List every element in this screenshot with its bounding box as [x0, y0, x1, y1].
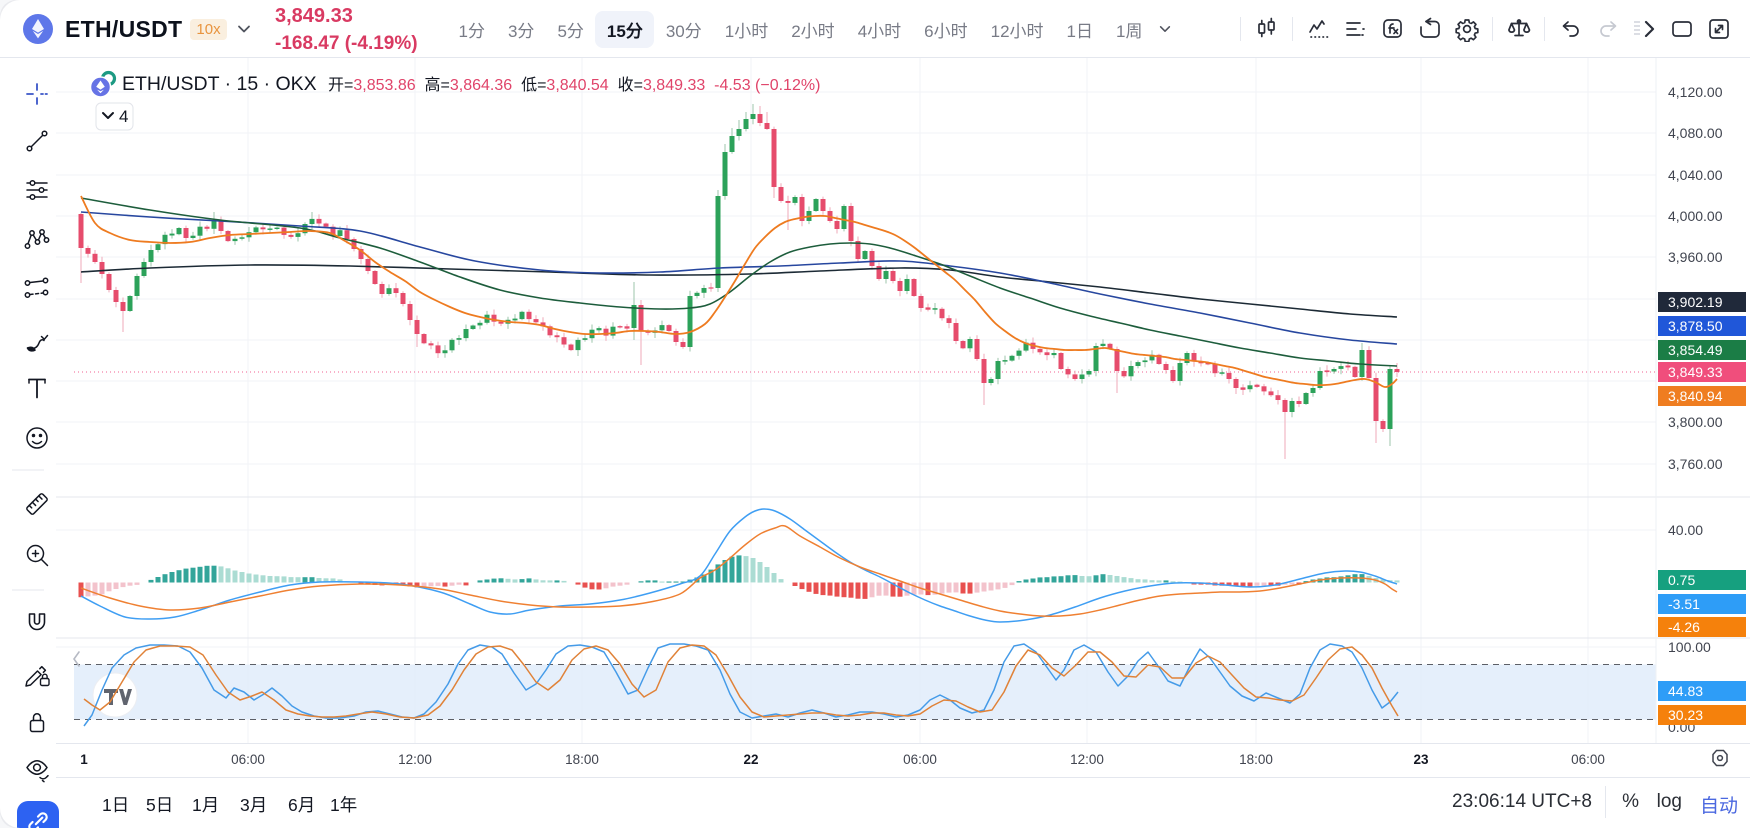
svg-text:4,080.00: 4,080.00: [1668, 125, 1723, 141]
svg-text:4,000.00: 4,000.00: [1668, 208, 1723, 224]
svg-text:40.00: 40.00: [1668, 522, 1703, 538]
svg-text:3,760.00: 3,760.00: [1668, 456, 1723, 472]
svg-text:4: 4: [119, 107, 128, 126]
svg-text:44.83: 44.83: [1668, 683, 1703, 699]
svg-text:-3.51: -3.51: [1668, 596, 1700, 612]
svg-text:3,960.00: 3,960.00: [1668, 249, 1723, 265]
svg-text:30.23: 30.23: [1668, 707, 1703, 723]
svg-text:4,040.00: 4,040.00: [1668, 167, 1723, 183]
svg-text:4,120.00: 4,120.00: [1668, 84, 1723, 100]
svg-text:100.00: 100.00: [1668, 639, 1711, 655]
svg-text:3,902.19: 3,902.19: [1668, 294, 1723, 310]
svg-text:开=3,853.86 高=3,864.36 低=3,84: 开=3,853.86 高=3,864.36 低=3,840.54 收=3,849…: [328, 76, 820, 94]
svg-text:3,849.33: 3,849.33: [1668, 364, 1723, 380]
svg-text:3,840.94: 3,840.94: [1668, 388, 1723, 404]
svg-text:3,800.00: 3,800.00: [1668, 414, 1723, 430]
svg-text:-4.26: -4.26: [1668, 619, 1700, 635]
svg-text:ETH/USDT · 15 · OKX: ETH/USDT · 15 · OKX: [122, 73, 317, 95]
svg-text:3,854.49: 3,854.49: [1668, 342, 1723, 358]
svg-text:3,878.50: 3,878.50: [1668, 318, 1723, 334]
svg-text:0.75: 0.75: [1668, 572, 1695, 588]
